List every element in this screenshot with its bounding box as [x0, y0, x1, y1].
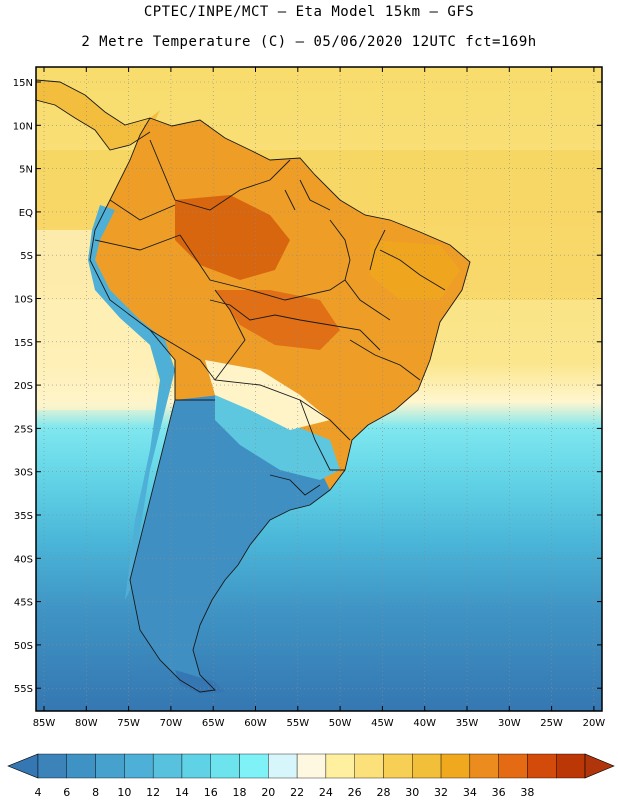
map-title-line-1: CPTEC/INPE/MCT – Eta Model 15km – GFS	[143, 4, 475, 20]
colorbar-segment	[498, 753, 528, 779]
lat-label: 25S	[14, 424, 33, 435]
colorbar-tick-label: 24	[319, 786, 333, 799]
pampas-cool	[215, 395, 340, 480]
colorbar-tick-label: 22	[290, 786, 304, 799]
colorbar-tick-label: 12	[146, 786, 160, 799]
colorbar-tick-label: 16	[204, 786, 218, 799]
lat-label: 10N	[13, 121, 33, 132]
colorbar-segment	[412, 753, 442, 779]
lon-label: 65W	[202, 718, 225, 729]
lat-label: 15S	[14, 338, 33, 349]
country-borders	[36, 79, 471, 693]
colorbar-tick-label: 38	[520, 786, 534, 799]
colorbar-segment	[383, 753, 413, 779]
colorbar-high-arrow	[584, 753, 615, 779]
colorbar-tick-label: 30	[405, 786, 419, 799]
lon-label: 70W	[160, 718, 183, 729]
lat-label: 15N	[13, 78, 33, 89]
lat-label: 5S	[20, 251, 33, 262]
lat-label: 50S	[14, 641, 33, 652]
map-frame	[35, 66, 603, 712]
lon-label: 25W	[540, 718, 563, 729]
colorbar-segment	[37, 753, 67, 779]
lon-label: 20W	[583, 718, 606, 729]
falkland-islands	[250, 654, 275, 664]
colorbar-low-arrow	[7, 753, 39, 779]
lon-label: 50W	[329, 718, 352, 729]
colorbar-tick-label: 10	[117, 786, 131, 799]
lat-label: 40S	[14, 554, 33, 565]
colorbar-segment	[124, 753, 154, 779]
colorbar-segment	[325, 753, 355, 779]
chaco-pale	[205, 360, 330, 430]
amazon-hot-core	[175, 195, 290, 280]
colorbar-tick-label: 8	[92, 786, 99, 799]
colorbar-segment	[66, 753, 96, 779]
lon-label: 80W	[75, 718, 98, 729]
colorbar-segment	[527, 753, 557, 779]
colorbar-tick-label: 14	[175, 786, 189, 799]
colorbar-segment	[210, 753, 240, 779]
colorbar-tick-label: 6	[63, 786, 70, 799]
lon-label: 60W	[244, 718, 267, 729]
colorbar	[7, 753, 615, 779]
colorbar-segment	[152, 753, 183, 779]
colorbar-segment	[239, 753, 269, 779]
central-hot-region	[215, 290, 340, 350]
colorbar-tick-label: 4	[35, 786, 42, 799]
colorbar-segment	[469, 753, 499, 779]
lon-label: 55W	[286, 718, 309, 729]
colorbar-segment	[296, 753, 327, 779]
colorbar-segment	[556, 753, 586, 779]
longitude-labels: 85W 80W 75W 70W 65W 60W 55W 50W 45W 40W 35W 30W 25W 2…	[33, 67, 606, 729]
lon-label: 45W	[371, 718, 394, 729]
colorbar-segment	[268, 753, 298, 779]
colorbar-tick-label: 36	[492, 786, 506, 799]
lon-label: 40W	[413, 718, 436, 729]
colorbar-tick-label: 28	[376, 786, 390, 799]
andes-cool-strip	[88, 205, 175, 600]
colorbar-segment	[181, 753, 211, 779]
central-america	[36, 80, 160, 150]
latitude-labels: 15N 10N 5N EQ 5S 10S 15S 20S 25S 30S 35S 40S 45S 50S 5…	[13, 78, 602, 695]
lat-label: 30S	[14, 468, 33, 479]
colorbar-tick-label: 26	[348, 786, 362, 799]
lat-label: 45S	[14, 598, 33, 609]
colorbar-tick-label: 34	[463, 786, 477, 799]
lon-label: 30W	[498, 718, 521, 729]
lat-label: 55S	[14, 684, 33, 695]
colorbar-segment	[440, 753, 471, 779]
map-title-line-2: 2 Metre Temperature (C) – 05/06/2020 12U…	[81, 34, 537, 50]
lon-label: 75W	[117, 718, 140, 729]
lon-label: 35W	[456, 718, 479, 729]
lat-label: 10S	[14, 295, 33, 306]
colorbar-labels: 4 6 8 10 12 14 16 18 20 22 24 26 28 30 32 34 36 38	[35, 786, 535, 799]
lat-label: 20S	[14, 381, 33, 392]
lat-label: EQ	[19, 208, 33, 219]
colorbar-segment	[354, 753, 384, 779]
lat-label: 5N	[19, 165, 33, 176]
lon-label: 85W	[33, 718, 56, 729]
colorbar-tick-label: 18	[233, 786, 247, 799]
colorbar-tick-label: 20	[261, 786, 275, 799]
colorbar-tick-label: 32	[434, 786, 448, 799]
lat-label: 35S	[14, 511, 33, 522]
colorbar-segment	[95, 753, 125, 779]
